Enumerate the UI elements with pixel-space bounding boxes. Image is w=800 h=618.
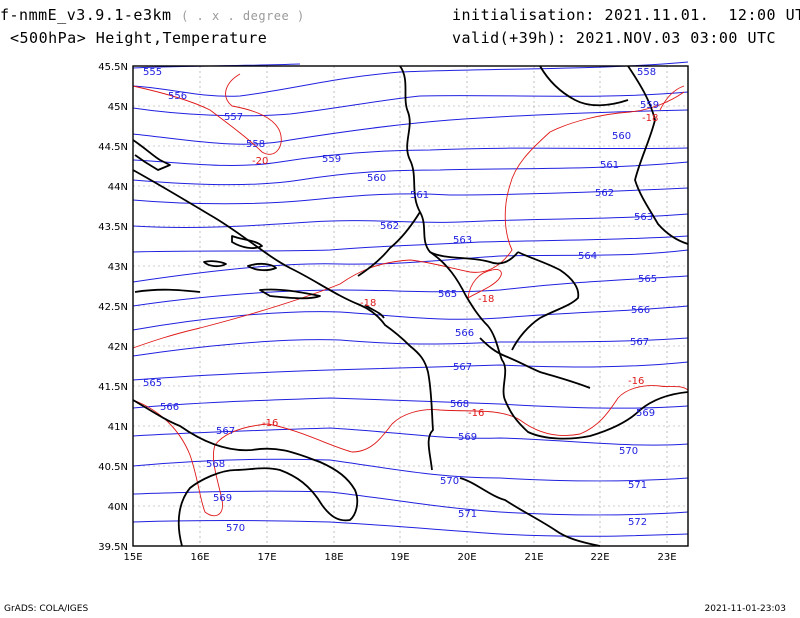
height-label: 555 (143, 67, 162, 78)
footer-credit: GrADS: COLA/IGES (4, 604, 89, 614)
temperature-label: -16 (628, 376, 644, 387)
field-title: <500hPa> Height,Temperature (10, 29, 268, 47)
height-label: 565 (143, 378, 162, 389)
lat-axis: 45.5N 45N 44.5N 44N 43.5N 43N 42.5N 42N … (98, 62, 128, 553)
height-label: 569 (213, 493, 232, 504)
height-label: 568 (450, 399, 469, 410)
height-labels: 555 556 557 558 559 560 561 562 563 564 … (143, 67, 659, 534)
height-label: 558 (246, 139, 265, 150)
height-label: 567 (216, 426, 235, 437)
height-label: 571 (628, 480, 647, 491)
lat-tick-label: 45.5N (98, 62, 128, 73)
height-label: 559 (322, 154, 341, 165)
lon-tick-label: 22E (590, 552, 609, 563)
lat-tick-label: 42N (108, 342, 128, 353)
temperature-contour-lines (132, 73, 689, 517)
lon-tick-label: 16E (190, 552, 209, 563)
height-label: 560 (612, 131, 631, 142)
temperature-label: -18 (360, 298, 376, 309)
height-label: 567 (453, 362, 472, 373)
height-label: 557 (224, 112, 243, 123)
temperature-label: -18 (642, 113, 658, 124)
lon-tick-label: 15E (123, 552, 142, 563)
lat-tick-label: 41.5N (98, 382, 128, 393)
height-label: 556 (168, 91, 187, 102)
height-label: 565 (438, 289, 457, 300)
lon-tick-label: 23E (657, 552, 676, 563)
lat-tick-label: 43.5N (98, 222, 128, 233)
height-contour-lines (132, 61, 689, 537)
height-label: 566 (455, 328, 474, 339)
lat-tick-label: 39.5N (98, 542, 128, 553)
map-frame (132, 65, 689, 547)
temperature-label: -20 (252, 156, 268, 167)
height-label: 560 (367, 173, 386, 184)
height-label: 561 (600, 160, 619, 171)
height-label: 572 (628, 517, 647, 528)
model-title: f-nmmE_v3.9.1-e3km ( . x . degree ) (0, 6, 305, 24)
height-label: 569 (458, 432, 477, 443)
height-label: 567 (630, 337, 649, 348)
temperature-label: -16 (262, 418, 278, 429)
height-label: 563 (634, 212, 653, 223)
height-label: 566 (160, 402, 179, 413)
height-label: 570 (619, 446, 638, 457)
gridlines (133, 66, 688, 546)
lat-tick-label: 44N (108, 182, 128, 193)
height-label: 570 (440, 476, 459, 487)
height-label: 564 (578, 251, 597, 262)
height-label: 563 (453, 235, 472, 246)
height-label: 562 (380, 221, 399, 232)
height-label: 570 (226, 523, 245, 534)
height-label: 569 (636, 408, 655, 419)
lon-tick-label: 20E (457, 552, 476, 563)
lon-tick-label: 17E (257, 552, 276, 563)
temperature-labels: -20 -18 -18 -18 -16 -16 -16 (252, 113, 658, 429)
lat-tick-label: 45N (108, 102, 128, 113)
height-label: 565 (638, 274, 657, 285)
height-label: 571 (458, 509, 477, 520)
projection-note: ( . x . degree ) (181, 9, 305, 23)
height-label: 562 (595, 188, 614, 199)
footer-timestamp: 2021-11-01-23:03 (704, 604, 787, 614)
lat-tick-label: 41N (108, 422, 128, 433)
height-label: 559 (640, 100, 659, 111)
height-label: 561 (410, 190, 429, 201)
lat-tick-label: 40.5N (98, 462, 128, 473)
lon-axis: 15E 16E 17E 18E 19E 20E 21E 22E 23E (123, 552, 676, 563)
lat-tick-label: 44.5N (98, 142, 128, 153)
lat-tick-label: 40N (108, 502, 128, 513)
height-label: 566 (631, 305, 650, 316)
temperature-label: -16 (468, 408, 484, 419)
lat-tick-label: 42.5N (98, 302, 128, 313)
height-label: 568 (206, 459, 225, 470)
valid-time: valid(+39h): 2021.NOV.03 03:00 UTC (452, 29, 777, 47)
lon-tick-label: 21E (524, 552, 543, 563)
coastline-borders (132, 65, 689, 547)
lon-tick-label: 18E (324, 552, 343, 563)
lon-tick-label: 19E (390, 552, 409, 563)
temperature-label: -18 (478, 294, 494, 305)
height-label: 558 (637, 67, 656, 78)
init-time: initialisation: 2021.11.01. 12:00 UTC (452, 6, 800, 24)
lat-tick-label: 43N (108, 262, 128, 273)
